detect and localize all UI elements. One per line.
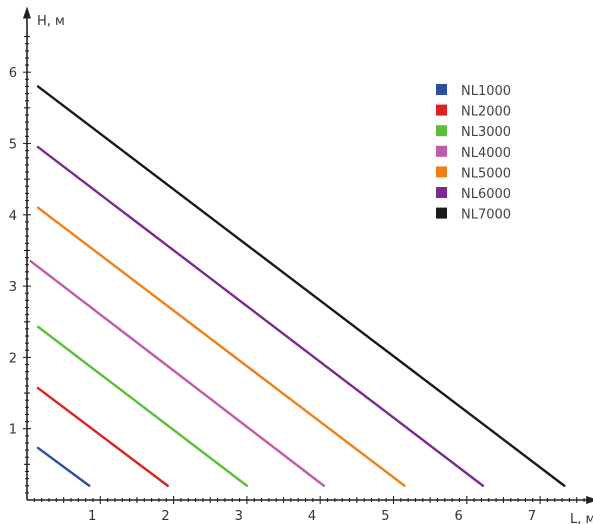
legend-swatch	[436, 208, 447, 219]
legend-label: NL3000	[461, 125, 511, 140]
legend-label: NL2000	[461, 105, 511, 120]
legend-swatch	[436, 105, 447, 116]
y-axis-arrow	[23, 7, 31, 19]
y-tick-label: 1	[9, 423, 17, 438]
y-tick-label: 3	[9, 280, 17, 295]
series-line-nl1000	[38, 448, 89, 486]
series-line-nl2000	[38, 388, 168, 486]
legend-label: NL7000	[461, 208, 511, 223]
legend-label: NL5000	[461, 166, 511, 181]
x-tick-label: 3	[235, 509, 243, 524]
y-tick-label: 2	[9, 351, 17, 366]
y-axis-title: H, м	[37, 14, 65, 29]
series-line-nl5000	[38, 208, 405, 486]
x-tick-label: 4	[308, 509, 316, 524]
x-axis-title: L, м	[570, 512, 593, 524]
legend-swatch	[436, 187, 447, 198]
x-tick-label: 2	[161, 509, 169, 524]
legend-swatch	[436, 146, 447, 157]
x-tick-label: 5	[381, 509, 389, 524]
x-axis-arrow	[586, 496, 593, 504]
legend-label: NL1000	[461, 84, 511, 99]
x-tick-label: 7	[528, 509, 536, 524]
y-tick-label: 5	[9, 138, 17, 153]
series-line-nl3000	[38, 327, 247, 486]
legend-swatch	[436, 166, 447, 177]
legend-swatch	[436, 125, 447, 136]
y-tick-label: 6	[9, 66, 17, 81]
y-tick-label: 4	[9, 209, 17, 224]
legend-label: NL6000	[461, 187, 511, 202]
legend-swatch	[436, 84, 447, 95]
legend-label: NL4000	[461, 146, 511, 161]
x-tick-label: 6	[455, 509, 463, 524]
legend: NL1000 NL2000 NL3000 NL4000 NL5000 NL6000 NL70…	[436, 84, 511, 223]
series-line-nl4000	[31, 261, 324, 486]
x-tick-label: 1	[88, 509, 96, 524]
